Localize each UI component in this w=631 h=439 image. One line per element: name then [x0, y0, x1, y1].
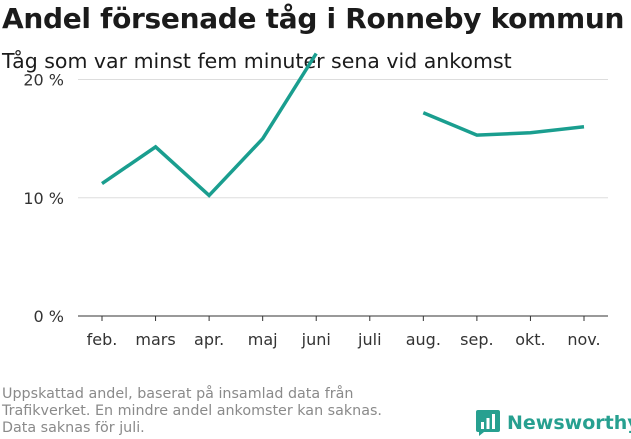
x-tick-label: mars	[135, 330, 175, 349]
footnote-line-3: Data saknas för juli.	[2, 420, 145, 436]
x-tick-label: maj	[248, 330, 278, 349]
bar-chart-speech-bubble-icon	[476, 410, 500, 436]
x-tick-label: apr.	[194, 330, 224, 349]
x-tick-label: feb.	[87, 330, 118, 349]
brand-logo: Newsworthy	[475, 409, 631, 437]
x-tick-label: juli	[357, 330, 381, 349]
footnote: Uppskattad andel, baserat på insamlad da…	[2, 386, 442, 437]
chart-subtitle: Tåg som var minst fem minuter sena vid a…	[2, 49, 512, 73]
y-tick-label: 0 %	[34, 307, 64, 326]
footnote-line-1: Uppskattad andel, baserat på insamlad da…	[2, 386, 354, 402]
brand-name: Newsworthy	[507, 412, 631, 434]
line-chart: 0 % 10 % 20 % feb. mars apr. maj juni juli aug. se…	[23, 52, 608, 349]
x-tick-label: aug.	[406, 330, 441, 349]
x-tick-label: nov.	[567, 330, 600, 349]
series-line	[422, 111, 585, 137]
footnote-line-2: Trafikverket. En mindre andel ankomster …	[2, 403, 382, 419]
y-tick-label: 10 %	[23, 189, 64, 208]
y-tick-label: 20 %	[23, 71, 64, 90]
x-tick-label: sep.	[460, 330, 493, 349]
series-line	[101, 52, 318, 198]
chart-title: Andel försenade tåg i Ronneby kommun	[2, 2, 625, 35]
x-tick-label: juni	[301, 330, 331, 349]
x-tick-label: okt.	[515, 330, 545, 349]
